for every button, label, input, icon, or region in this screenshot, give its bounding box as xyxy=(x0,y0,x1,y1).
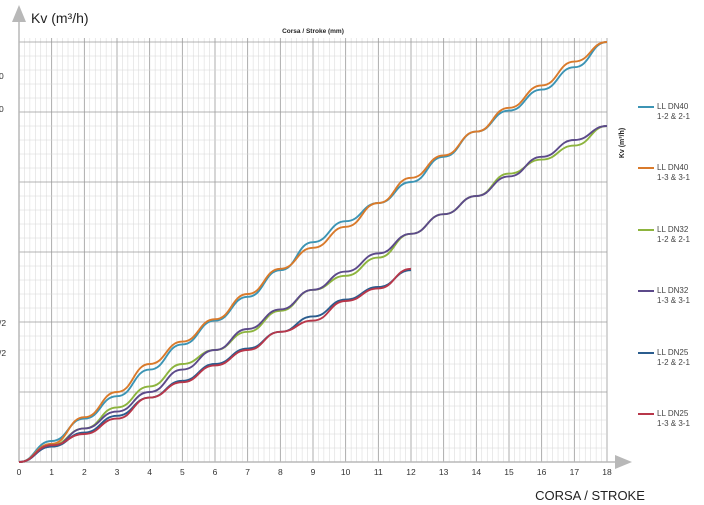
chart-title: Corsa / Stroke (mm) xyxy=(282,28,344,35)
x-tick-label: 1 xyxy=(49,467,54,477)
legend-label: LL DN32 1-3 & 3-1 xyxy=(657,286,690,305)
x-tick-label: 8 xyxy=(278,467,283,477)
legend-label: LL DN40 1-3 & 3-1 xyxy=(657,163,690,182)
x-tick-label: 2 xyxy=(82,467,87,477)
x-tick-label: 17 xyxy=(570,467,580,477)
chart-grid xyxy=(18,38,608,463)
legend-label: LL DN25 1-3 & 3-1 xyxy=(657,409,690,428)
x-tick-label: 15 xyxy=(504,467,514,477)
legend-label: LL DN40 1-2 & 2-1 xyxy=(657,102,690,121)
x-tick-label: 4 xyxy=(147,467,152,477)
x-tick-label: 6 xyxy=(213,467,218,477)
y-axis-arrow xyxy=(12,5,26,22)
chart-axes xyxy=(12,5,632,469)
legend-label: LL DN25 1-2 & 2-1 xyxy=(657,348,690,367)
y-tick-label-fragment: 0 xyxy=(0,104,4,114)
x-tick-label: 16 xyxy=(537,467,547,477)
x-axis-title: CORSA / STROKE xyxy=(535,488,645,503)
x-tick-label: 11 xyxy=(374,467,383,477)
series-lines xyxy=(18,41,608,463)
x-tick-label: 13 xyxy=(439,467,449,477)
series-line xyxy=(18,125,608,463)
x-tick-labels: 0 1 2 3 4 5 6 7 8 9 10 11 12 13 14 15 16 17 18 xyxy=(17,467,612,477)
x-tick-label: 18 xyxy=(602,467,612,477)
x-tick-label: 9 xyxy=(311,467,316,477)
legend-label: LL DN32 1-2 & 2-1 xyxy=(657,225,690,244)
series-line xyxy=(18,267,412,463)
x-tick-label: 0 xyxy=(17,467,22,477)
x-tick-label: 12 xyxy=(406,467,416,477)
y-tick-label-fragment: /2 xyxy=(0,318,6,328)
y-tick-label-fragment: 0 xyxy=(0,71,4,81)
right-y-axis-title: Kv (m³/h) xyxy=(619,128,626,158)
y-tick-fragments: 0 0/2/2 xyxy=(0,71,6,358)
y-tick-label-fragment: /2 xyxy=(0,348,6,358)
x-tick-label: 3 xyxy=(115,467,120,477)
x-tick-label: 5 xyxy=(180,467,185,477)
series-line xyxy=(18,269,412,463)
x-tick-label: 10 xyxy=(341,467,351,477)
x-tick-label: 7 xyxy=(245,467,250,477)
series-line xyxy=(18,41,608,463)
x-axis-arrow xyxy=(615,455,632,469)
series-line xyxy=(18,41,608,463)
legend: LL DN40 1-2 & 2-1 LL DN40 1-3 & 3-1 LL DN32 1… xyxy=(638,102,690,428)
x-tick-label: 14 xyxy=(472,467,482,477)
y-axis-title: Kv (m³/h) xyxy=(31,10,89,26)
